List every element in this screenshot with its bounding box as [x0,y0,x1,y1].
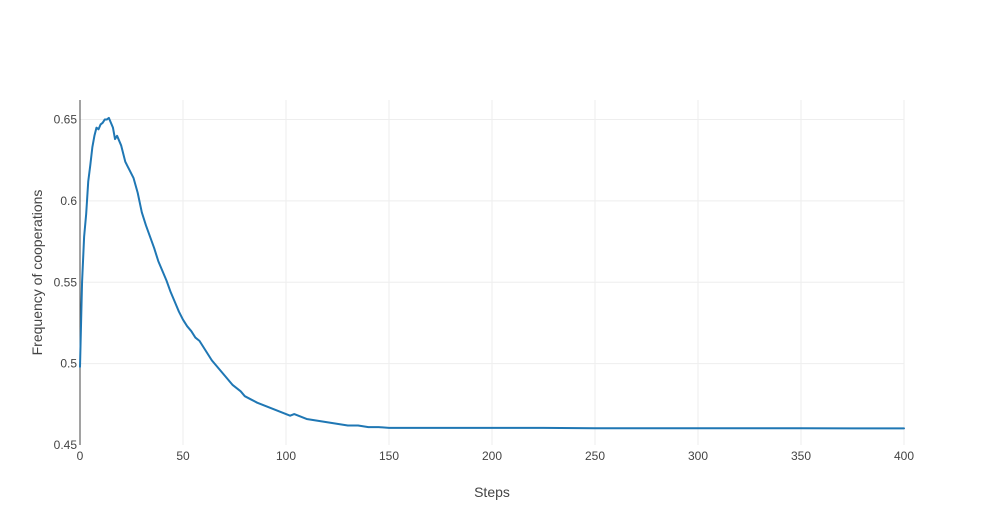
y-tick-label: 0.5 [60,357,77,371]
y-axis-title: Frequency of cooperations [29,190,45,356]
tick-layer: 0 50 100 150 200 250 300 350 400 0.45 0.5 0.55 0.6 0.… [54,113,915,463]
series-line-0 [79,116,905,430]
x-tick-label: 350 [791,449,811,463]
x-tick-label: 300 [688,449,708,463]
x-axis-title: Steps [474,484,510,500]
y-tick-label: 0.65 [54,113,78,127]
x-tick-label: 250 [585,449,605,463]
x-tick-label: 200 [482,449,502,463]
x-tick-label: 400 [894,449,914,463]
y-tick-label: 0.45 [54,438,78,452]
x-tick-label: 0 [77,449,84,463]
series-layer [79,116,905,430]
y-tick-label: 0.55 [54,275,78,289]
y-tick-label: 0.6 [60,194,77,208]
x-tick-label: 100 [276,449,296,463]
x-tick-label: 50 [176,449,190,463]
grid-layer [80,100,905,445]
x-tick-label: 150 [379,449,399,463]
